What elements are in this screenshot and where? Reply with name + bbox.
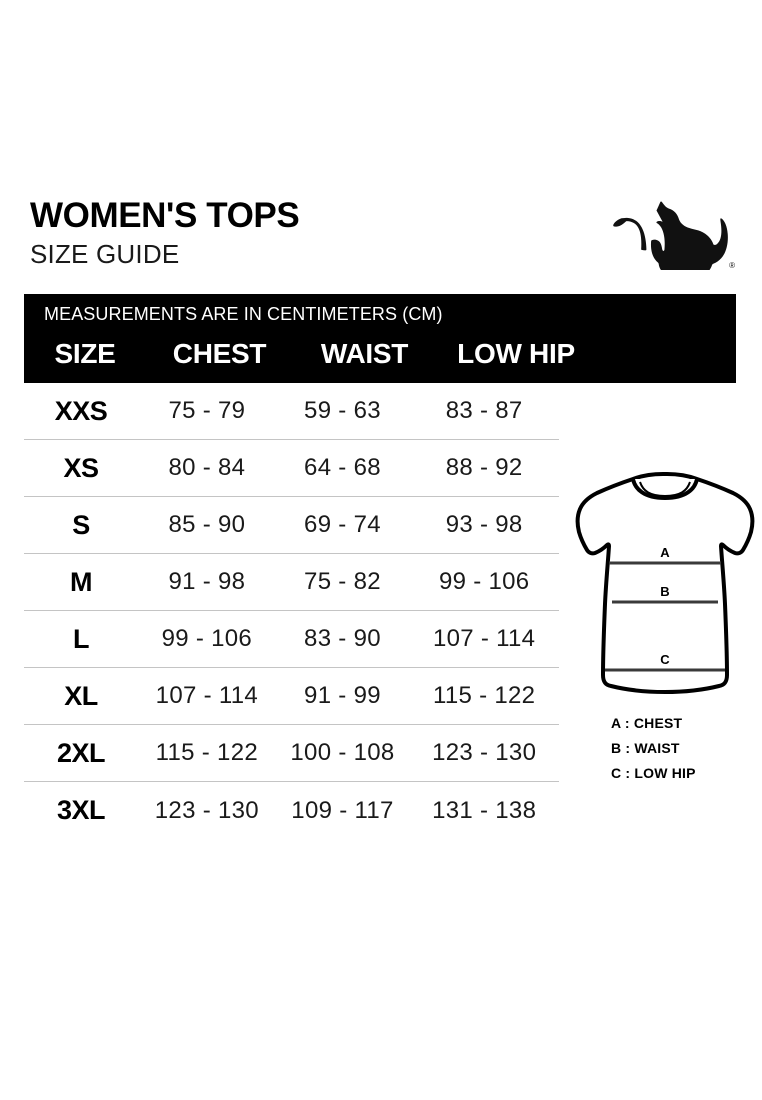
marker-c: C — [660, 652, 670, 667]
cell-chest: 75 - 79 — [168, 397, 246, 424]
cell-waist: 64 - 68 — [304, 454, 381, 481]
column-header-chest: CHEST — [172, 338, 267, 369]
table-row: S 85 - 90 69 - 74 93 - 98 — [24, 497, 559, 554]
cell-low-hip: 93 - 98 — [445, 511, 523, 538]
cell-chest: 107 - 114 — [155, 682, 259, 709]
cell-chest: 80 - 84 — [168, 454, 246, 481]
cell-size: S — [72, 509, 90, 540]
cell-chest: 91 - 98 — [168, 568, 246, 595]
cell-waist: 100 - 108 — [290, 739, 395, 766]
cell-chest: 85 - 90 — [168, 511, 246, 538]
table-row: XS 80 - 84 64 - 68 88 - 92 — [24, 440, 559, 497]
cell-size: 2XL — [57, 737, 106, 768]
table-header-bar: MEASUREMENTS ARE IN CENTIMETERS (CM) SIZ… — [24, 294, 736, 383]
page-title: WOMEN'S TOPS — [30, 196, 300, 235]
table-row: L 99 - 106 83 - 90 107 - 114 — [24, 611, 559, 668]
column-header-waist: WAIST — [320, 338, 409, 369]
tshirt-diagram: A B C — [575, 462, 755, 702]
cell-size: L — [73, 623, 90, 654]
marker-b: B — [660, 584, 670, 599]
table-row: M 91 - 98 75 - 82 99 - 106 — [24, 554, 559, 611]
size-table: MEASUREMENTS ARE IN CENTIMETERS (CM) SIZ… — [24, 294, 736, 839]
cell-size: XL — [64, 680, 98, 711]
cell-chest: 115 - 122 — [155, 739, 259, 766]
legend-item-low-hip: C : LOW HIP — [611, 765, 696, 781]
table-row: XL 107 - 114 91 - 99 115 - 122 — [24, 668, 559, 725]
table-row: 3XL 123 - 130 109 - 117 131 - 138 — [24, 782, 559, 839]
cell-low-hip: 115 - 122 — [433, 682, 536, 709]
cell-waist: 109 - 117 — [291, 796, 394, 824]
cell-low-hip: 83 - 87 — [445, 397, 523, 424]
cell-chest: 99 - 106 — [161, 625, 253, 652]
cell-waist: 59 - 63 — [304, 397, 381, 424]
cell-size: XXS — [54, 395, 108, 426]
legend-item-waist: B : WAIST — [611, 740, 680, 756]
cell-size: M — [70, 566, 93, 597]
legend-item-chest: A : CHEST — [611, 715, 683, 731]
table-column-headers: SIZE CHEST WAIST LOW HIP — [24, 332, 736, 376]
cell-low-hip: 131 - 138 — [432, 796, 537, 824]
cell-low-hip: 88 - 92 — [445, 454, 523, 481]
cell-size: XS — [63, 452, 100, 483]
puma-logo: ® — [612, 198, 737, 273]
table-row: 2XL 115 - 122 100 - 108 123 - 130 — [24, 725, 559, 782]
cell-low-hip: 99 - 106 — [438, 568, 530, 595]
cell-low-hip: 107 - 114 — [433, 625, 536, 652]
cell-chest: 123 - 130 — [154, 796, 259, 824]
cell-low-hip: 123 - 130 — [432, 739, 537, 766]
table-row: XXS 75 - 79 59 - 63 83 - 87 — [24, 383, 559, 440]
column-header-size: SIZE — [54, 338, 116, 369]
cell-waist: 83 - 90 — [304, 625, 381, 652]
table-body: XXS 75 - 79 59 - 63 83 - 87 XS 80 - 84 6… — [24, 383, 559, 839]
marker-a: A — [660, 545, 670, 560]
registered-trademark-icon: ® — [729, 261, 735, 270]
page-header: WOMEN'S TOPS SIZE GUIDE ® — [27, 196, 737, 286]
column-header-low-hip: LOW HIP — [457, 338, 575, 369]
cell-waist: 91 - 99 — [304, 682, 381, 709]
title-block: WOMEN'S TOPS SIZE GUIDE — [30, 196, 300, 270]
cell-size: 3XL — [57, 795, 106, 825]
page-subtitle: SIZE GUIDE — [30, 239, 180, 269]
cell-waist: 69 - 74 — [304, 511, 381, 538]
diagram-legend: A : CHEST B : WAIST C : LOW HIP — [611, 711, 741, 786]
cell-waist: 75 - 82 — [304, 568, 381, 595]
units-note: MEASUREMENTS ARE IN CENTIMETERS (CM) — [44, 304, 443, 324]
